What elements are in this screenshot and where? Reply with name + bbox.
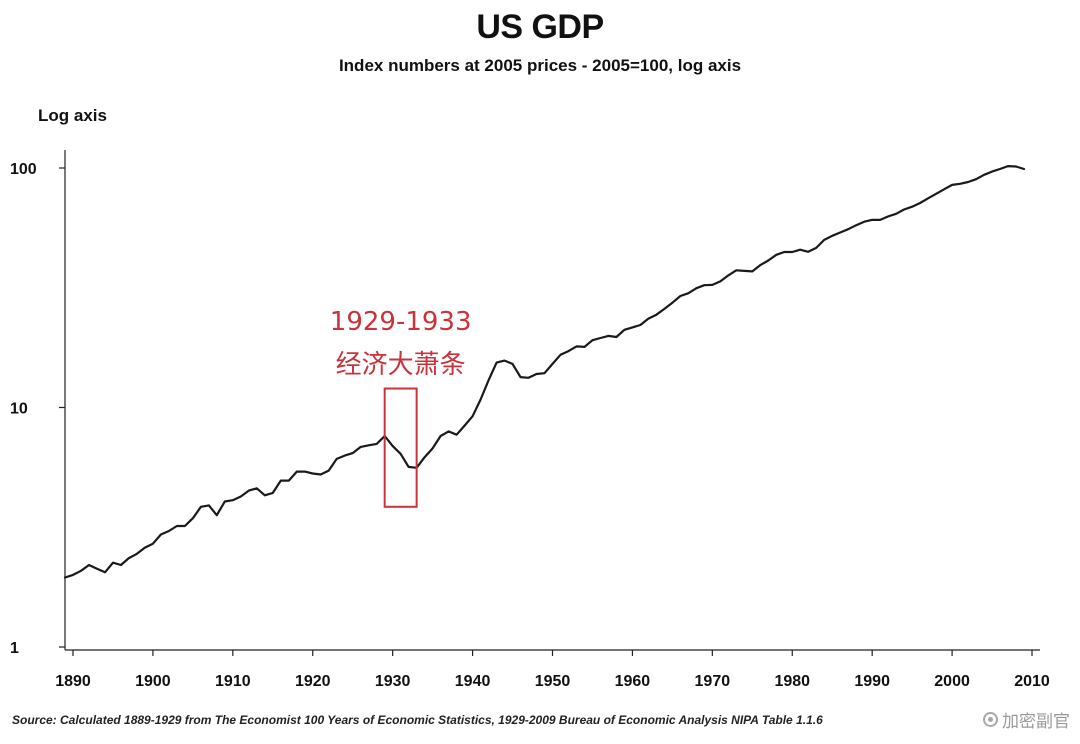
x-tick-label: 2010 — [1014, 673, 1050, 690]
chart-title: US GDP — [476, 8, 604, 46]
x-tick-label: 1900 — [135, 673, 171, 690]
chart-subtitle: Index numbers at 2005 prices - 2005=100,… — [338, 56, 742, 75]
x-tick-label: 1940 — [455, 673, 491, 690]
watermark: 加密副官 — [983, 707, 1070, 732]
annotation-label-event: 经济大萧条 — [336, 350, 466, 380]
x-tick-label: 2000 — [934, 673, 970, 690]
series-layer — [63, 165, 1026, 579]
x-tick-label: 1970 — [695, 673, 731, 690]
x-tick-label: 1960 — [615, 673, 651, 690]
y-tick-label: 100 — [10, 161, 37, 178]
x-tick-label: 1910 — [215, 673, 251, 690]
y-tick-label: 10 — [10, 401, 28, 418]
y-axis-label: Log axis — [38, 106, 107, 125]
chart-axes — [64, 150, 1040, 651]
x-tick-label: 1990 — [854, 673, 890, 690]
annotation-layer: 1929-1933 经济大萧条 — [330, 307, 472, 508]
x-tick-label: 1920 — [295, 673, 331, 690]
y-axis-ticks: 1 10 100 — [10, 161, 65, 657]
annotation-label-years: 1929-1933 — [330, 307, 472, 337]
x-tick-label: 1980 — [774, 673, 810, 690]
x-tick-label: 1930 — [375, 673, 411, 690]
series-line — [63, 165, 1026, 579]
x-tick-label: 1950 — [535, 673, 571, 690]
source-note: Source: Calculated 1889-1929 from The Ec… — [12, 713, 823, 727]
y-tick-label: 1 — [10, 640, 19, 657]
watermark-text: 加密副官 — [1002, 712, 1070, 732]
x-axis-ticks: 1890 1900 1910 1920 1930 1940 1950 1960 1970 1980… — [55, 650, 1050, 690]
x-tick-label: 1890 — [55, 673, 91, 690]
watermark-logo-icon — [983, 712, 998, 727]
annotation-box — [383, 387, 418, 508]
